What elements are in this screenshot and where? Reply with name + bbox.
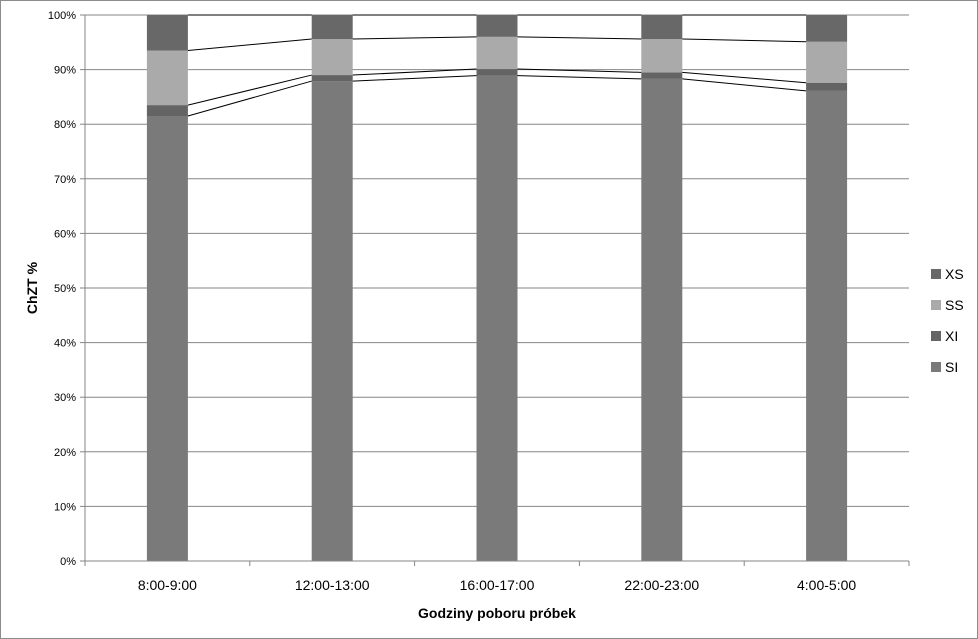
y-tick-label: 100% xyxy=(48,10,76,22)
series-line-ss xyxy=(187,38,312,51)
bar-si-3 xyxy=(641,78,683,561)
series-line-si xyxy=(352,75,477,82)
y-tick-label: 30% xyxy=(54,392,76,404)
bar-si-4 xyxy=(806,90,848,562)
legend-swatch-xs xyxy=(931,269,941,279)
x-tick-label: 12:00-13:00 xyxy=(295,577,370,593)
bar-xi-3 xyxy=(641,72,683,79)
series-line-xi xyxy=(682,71,807,84)
legend-label-xi: XI xyxy=(945,328,958,344)
bar-xs-2 xyxy=(476,15,518,37)
bar-ss-3 xyxy=(641,39,683,73)
bar-ss-0 xyxy=(146,50,188,106)
y-tick-label: 60% xyxy=(54,228,76,240)
series-line-si xyxy=(187,80,312,117)
bar-ss-2 xyxy=(476,36,518,70)
bar-xs-4 xyxy=(806,15,848,42)
y-tick-label: 0% xyxy=(60,556,76,568)
bar-si-0 xyxy=(146,116,188,561)
series-line-si xyxy=(682,78,807,92)
series-line-ss xyxy=(517,36,642,40)
bar-xs-1 xyxy=(311,15,353,40)
bar-xi-0 xyxy=(146,105,188,117)
x-axis-title: Godziny poboru próbek xyxy=(418,605,576,621)
bar-ss-4 xyxy=(806,41,848,83)
bar-ss-1 xyxy=(311,39,353,76)
y-tick-label: 70% xyxy=(54,174,76,186)
bar-xs-3 xyxy=(641,15,683,40)
series-line-xi xyxy=(352,68,477,76)
legend-label-si: SI xyxy=(945,359,958,375)
legend-swatch-xi xyxy=(931,331,941,341)
bar-xi-4 xyxy=(806,82,848,91)
x-tick-label: 8:00-9:00 xyxy=(138,577,197,593)
x-tick-label: 22:00-23:00 xyxy=(624,577,699,593)
legend-label-xs: XS xyxy=(945,266,964,282)
legend-swatch-ss xyxy=(931,300,941,310)
series-line-xi xyxy=(517,68,642,73)
y-tick-label: 40% xyxy=(54,338,76,350)
series-line-ss xyxy=(682,38,807,43)
series-line-xi xyxy=(187,74,312,106)
y-axis-title: ChZT % xyxy=(24,261,40,314)
bar-xi-2 xyxy=(476,69,518,76)
bar-xi-1 xyxy=(311,75,353,82)
series-line-ss xyxy=(352,36,477,40)
y-tick-label: 80% xyxy=(54,119,76,131)
y-tick-label: 50% xyxy=(54,283,76,295)
y-tick-label: 20% xyxy=(54,447,76,459)
bar-si-1 xyxy=(311,81,353,561)
legend-label-ss: SS xyxy=(945,297,964,313)
bar-si-2 xyxy=(476,75,518,561)
legend-swatch-si xyxy=(931,362,941,372)
bar-xs-0 xyxy=(146,15,188,51)
x-tick-label: 16:00-17:00 xyxy=(460,577,535,593)
y-tick-label: 90% xyxy=(54,65,76,77)
x-tick-label: 4:00-5:00 xyxy=(797,577,856,593)
y-tick-label: 10% xyxy=(54,501,76,513)
series-line-si xyxy=(517,75,642,80)
